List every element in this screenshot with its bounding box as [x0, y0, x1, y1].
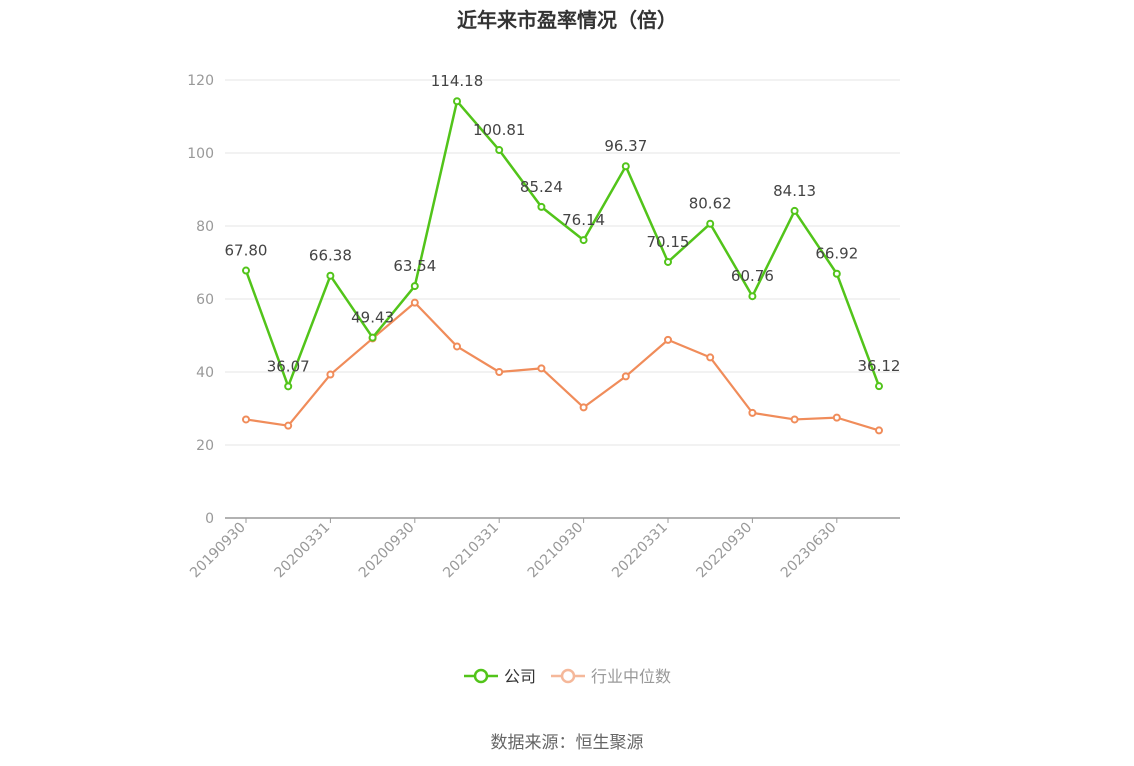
data-point [242, 266, 250, 275]
data-point [242, 415, 250, 424]
data-point [284, 382, 293, 391]
y-tick-label: 60 [196, 292, 214, 308]
data-point [621, 372, 630, 381]
data-point [284, 421, 293, 430]
legend-marker [473, 668, 489, 684]
data-point [453, 342, 461, 351]
data-point [875, 382, 883, 391]
data-point [748, 408, 757, 417]
grid-lines [225, 79, 900, 446]
data-point [453, 97, 461, 106]
data-point [706, 219, 715, 228]
data-point [706, 353, 715, 362]
y-tick-label: 120 [187, 73, 214, 89]
data-point [664, 335, 672, 344]
data-label: 66.92 [815, 245, 858, 263]
y-tick-label: 0 [205, 511, 214, 527]
data-point [832, 269, 841, 278]
data-label: 70.15 [647, 233, 690, 251]
data-point [537, 202, 546, 211]
x-tick-label: 20190930 [187, 520, 249, 582]
y-tick-label: 100 [187, 146, 214, 162]
data-point [495, 146, 504, 155]
data-point [326, 370, 335, 379]
y-tick-label: 40 [196, 365, 214, 381]
data-point [326, 271, 335, 280]
x-tick-label: 20220331 [609, 520, 671, 582]
legend[interactable]: 公司 行业中位数 [464, 667, 671, 686]
legend-item-0[interactable]: 公司 [464, 667, 536, 686]
series-line-0 [244, 99, 881, 388]
series [242, 97, 883, 435]
source-note: 数据来源：恒生聚源 [490, 733, 644, 753]
legend-item-1[interactable]: 行业中位数 [551, 667, 671, 686]
data-label: 76.14 [562, 211, 605, 229]
data-point [748, 292, 757, 301]
data-point [790, 415, 799, 424]
x-tick-label: 20230630 [778, 520, 840, 582]
legend-label: 行业中位数 [591, 667, 671, 686]
y-tick-label: 80 [196, 219, 214, 235]
axes: 0 20 40 60 80 100 120 20190930 20200331 20200930 2… [187, 73, 900, 581]
data-point [832, 413, 841, 422]
x-tick-label: 20200331 [272, 520, 334, 582]
legend-marker [560, 668, 576, 684]
x-tick-label: 20220930 [694, 520, 756, 582]
data-label: 67.80 [225, 242, 268, 260]
data-point [410, 298, 419, 307]
x-tick-label: 20210930 [525, 520, 587, 582]
x-tick-label: 20210331 [440, 520, 502, 582]
data-point [579, 403, 588, 412]
data-point [495, 368, 504, 376]
data-point [790, 206, 799, 215]
data-label: 36.12 [858, 357, 901, 375]
data-label: 63.54 [393, 257, 436, 275]
data-point [875, 426, 883, 435]
data-point [664, 257, 672, 266]
series-line-1 [245, 301, 880, 432]
chart-title: 近年来市盈率情况（倍） [457, 8, 677, 32]
x-tick-label: 20200930 [356, 520, 418, 582]
data-point [537, 364, 546, 373]
data-label: 100.81 [473, 121, 526, 139]
data-point [410, 282, 419, 291]
data-label: 80.62 [689, 195, 732, 213]
data-label: 84.13 [773, 182, 816, 200]
legend-label: 公司 [504, 667, 536, 686]
y-tick-label: 20 [196, 438, 214, 454]
data-point [368, 333, 377, 342]
data-label: 96.37 [604, 137, 647, 155]
data-point [579, 236, 588, 245]
data-labels: 67.80 36.07 66.38 49.43 63.54 114.18 100.81 85.… [225, 72, 901, 375]
data-label: 114.18 [431, 72, 484, 90]
data-label: 49.43 [351, 309, 394, 327]
data-label: 85.24 [520, 178, 563, 196]
data-label: 36.07 [267, 357, 310, 375]
data-point [621, 162, 630, 171]
data-label: 60.76 [731, 267, 774, 285]
data-label: 66.38 [309, 247, 352, 265]
